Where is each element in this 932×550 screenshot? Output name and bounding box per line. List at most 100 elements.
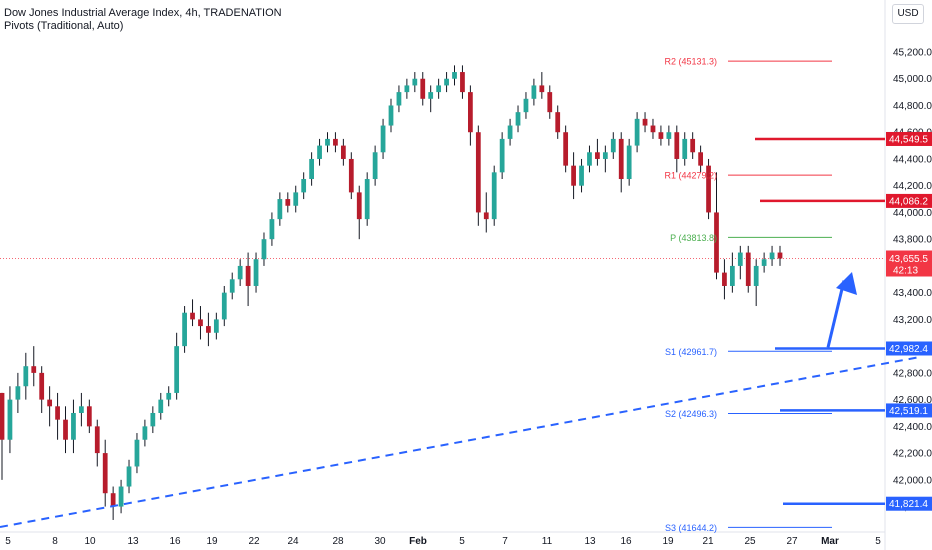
candle-body <box>388 105 394 126</box>
candle-body <box>507 125 513 139</box>
candle-body <box>587 152 592 166</box>
trendline <box>0 356 921 528</box>
pivot-label-r1: R1 (44279.2) <box>664 171 717 181</box>
x-tick-label: 13 <box>127 536 139 547</box>
x-tick-label: 16 <box>620 536 632 547</box>
candle-body <box>658 132 664 139</box>
candle-body <box>126 466 132 487</box>
x-tick-label: 19 <box>206 536 218 547</box>
candle-body <box>150 412 156 427</box>
candle-body <box>372 152 378 180</box>
candle-body <box>777 252 783 259</box>
indicator-label[interactable]: Pivots (Traditional, Auto) <box>4 20 124 32</box>
candle-body <box>118 486 124 507</box>
x-tick-label: 13 <box>584 536 596 547</box>
candle-body <box>555 112 561 133</box>
candle-body <box>198 319 203 327</box>
candle-body <box>63 419 68 440</box>
y-tick-label: 44,000.0 <box>893 208 932 219</box>
candle-body <box>761 259 767 266</box>
last-price-label: 43,655.5 <box>889 254 928 265</box>
candle-body <box>15 386 21 400</box>
candle-body <box>714 212 719 273</box>
candle-body <box>722 272 727 286</box>
candle-body <box>190 312 195 320</box>
candle-body <box>364 179 370 220</box>
candle-body <box>301 179 307 193</box>
candle-body <box>333 138 338 146</box>
resistance-tag-label: 44,549.5 <box>889 134 928 145</box>
candle-body <box>769 252 775 260</box>
candle-body <box>737 252 743 266</box>
candle-body <box>245 265 251 286</box>
x-tick-label: 8 <box>52 536 58 547</box>
x-tick-label: 24 <box>287 536 299 547</box>
candle-body <box>340 145 346 159</box>
candle-body <box>206 326 211 333</box>
x-tick-label: 30 <box>374 536 386 547</box>
candle-body <box>444 78 449 86</box>
candle-body <box>745 252 751 286</box>
candle-body <box>380 125 386 153</box>
support-tag-label: 42,519.1 <box>889 406 928 417</box>
candle-body <box>229 279 235 293</box>
candle-body <box>396 92 402 106</box>
candle-body <box>682 138 688 159</box>
candle-body <box>102 453 108 494</box>
candle-body <box>690 138 696 153</box>
candle-body <box>285 199 291 206</box>
y-tick-label: 42,600.0 <box>893 395 932 406</box>
candle-body <box>94 426 100 454</box>
resistance-tag <box>886 193 932 208</box>
candle-body <box>134 439 140 467</box>
currency-button[interactable]: USD <box>892 4 924 24</box>
x-tick-label: 27 <box>786 536 798 547</box>
x-tick-label: 5 <box>875 536 881 547</box>
pivot-label-p: P (43813.8) <box>670 233 717 243</box>
candle-body <box>674 132 680 159</box>
candle-body <box>468 92 473 133</box>
candle-body <box>221 292 227 320</box>
arrow-shaft <box>826 280 846 348</box>
candle-body <box>348 158 354 193</box>
candle-body <box>571 165 576 186</box>
y-tick-label: 42,800.0 <box>893 368 932 379</box>
y-tick-label: 45,000.0 <box>893 74 932 85</box>
candles <box>0 65 783 520</box>
levels <box>0 60 885 528</box>
candle-body <box>39 372 45 400</box>
candle-body <box>7 399 13 440</box>
x-tick-label: 10 <box>84 536 96 547</box>
candle-body <box>174 346 180 393</box>
candle-body <box>0 392 5 440</box>
y-tick-label: 42,000.0 <box>893 475 932 486</box>
y-tick-label: 44,400.0 <box>893 154 932 165</box>
chart-title: Dow Jones Industrial Average Index, 4h, … <box>4 7 282 19</box>
candle-body <box>729 265 735 286</box>
pivot-label-r2: R2 (45131.3) <box>664 57 717 67</box>
overlay <box>0 272 921 528</box>
x-tick-label: 5 <box>5 536 11 547</box>
candle-body <box>325 138 330 146</box>
candle-body <box>515 112 521 126</box>
candle-body <box>356 192 362 220</box>
candle-body <box>531 85 537 99</box>
candle-body <box>269 219 275 240</box>
y-tick-label: 43,800.0 <box>893 235 932 246</box>
x-tick-label: 25 <box>744 536 756 547</box>
candle-body <box>698 152 703 166</box>
candle-body <box>563 132 569 166</box>
candle-body <box>602 152 608 159</box>
candle-body <box>436 85 442 93</box>
x-tick-label: 5 <box>459 536 465 547</box>
candle-body <box>142 426 148 440</box>
x-tick-label: 21 <box>702 536 714 547</box>
candle-body <box>166 392 172 400</box>
candle-body <box>753 265 759 286</box>
candle-body <box>309 158 314 180</box>
support-tag <box>886 341 932 356</box>
candle-body <box>475 132 481 213</box>
candle-body <box>491 172 497 220</box>
